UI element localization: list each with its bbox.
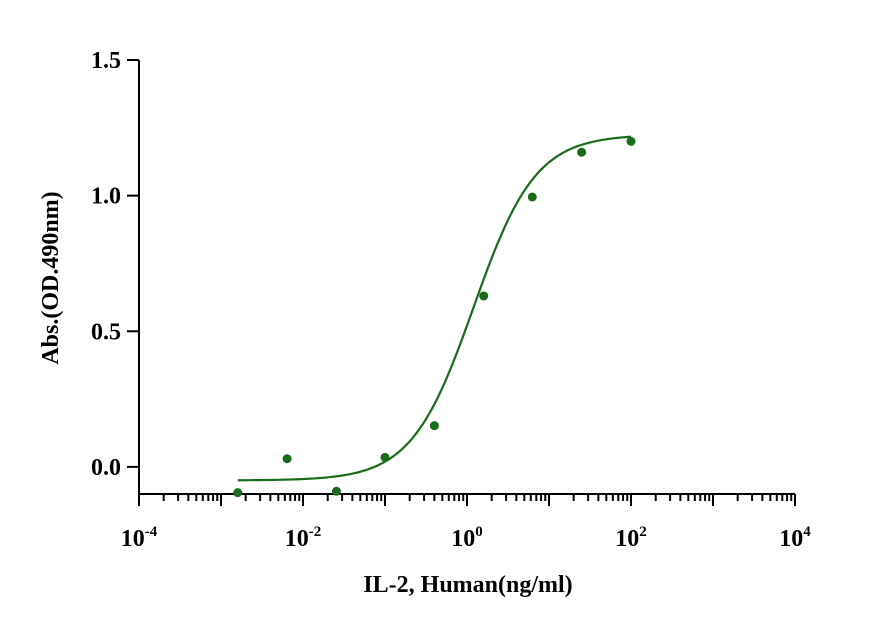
data-point xyxy=(282,454,292,464)
data-point xyxy=(331,486,341,496)
x-ticks: 10-4 10-2 100 102 104 xyxy=(121,494,811,552)
y-tick-label: 1.5 xyxy=(91,48,121,74)
fit-curve xyxy=(237,135,632,482)
data-points xyxy=(233,136,636,498)
x-tick-label: 10-4 xyxy=(121,524,158,552)
data-point xyxy=(527,192,537,202)
data-point xyxy=(577,147,587,157)
x-axis-title: IL-2, Human(ng/ml) xyxy=(363,572,572,598)
y-tick-label: 1.0 xyxy=(91,184,121,210)
data-point xyxy=(380,452,390,462)
x-tick-label: 10-2 xyxy=(285,524,322,552)
data-point xyxy=(479,291,489,301)
y-tick-label: 0.0 xyxy=(91,455,121,481)
y-ticks: 0.0 0.5 1.0 1.5 xyxy=(91,48,139,481)
axes xyxy=(138,60,795,495)
data-point xyxy=(626,136,636,146)
y-tick-label: 0.5 xyxy=(91,319,121,345)
y-axis-title: Abs.(OD.490nm) xyxy=(38,191,64,364)
data-point xyxy=(233,488,243,498)
x-tick-label: 104 xyxy=(779,524,811,552)
x-tick-label: 100 xyxy=(451,524,483,552)
x-tick-label: 102 xyxy=(615,524,647,552)
data-point xyxy=(429,421,439,431)
